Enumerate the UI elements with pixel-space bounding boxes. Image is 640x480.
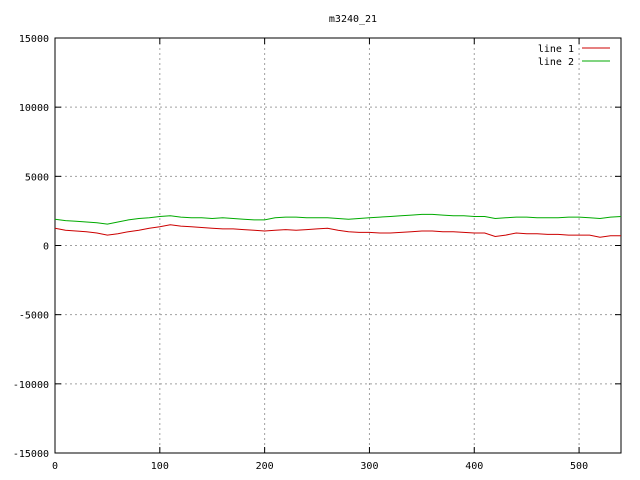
axis-ticks: -15000 -10000 -5000 0 5000 10000 15000 0 100 200 3… — [13, 34, 621, 472]
y-tick-label: -10000 — [13, 380, 49, 391]
grid — [55, 38, 621, 453]
chart-title: m3240_21 — [329, 14, 377, 25]
series-line-1 — [54, 224, 621, 238]
y-tick-label: 0 — [43, 242, 49, 253]
y-tick-label: -15000 — [13, 449, 49, 460]
y-tick-label: -5000 — [19, 311, 49, 322]
x-tick-label: 500 — [570, 461, 588, 472]
legend: line 1 line 2 — [538, 44, 610, 68]
y-tick-label: 10000 — [19, 103, 49, 114]
x-tick-label: 300 — [360, 461, 378, 472]
y-tick-label: 5000 — [25, 172, 49, 183]
x-tick-label: 200 — [256, 461, 274, 472]
x-tick-label: 400 — [465, 461, 483, 472]
series-line-2 — [54, 213, 622, 225]
legend-label-1: line 1 — [538, 44, 574, 55]
legend-label-2: line 2 — [538, 57, 574, 68]
x-tick-label: 100 — [151, 461, 169, 472]
x-tick-label: 0 — [52, 461, 58, 472]
series-lines — [54, 213, 622, 238]
y-tick-label: 15000 — [19, 34, 49, 45]
